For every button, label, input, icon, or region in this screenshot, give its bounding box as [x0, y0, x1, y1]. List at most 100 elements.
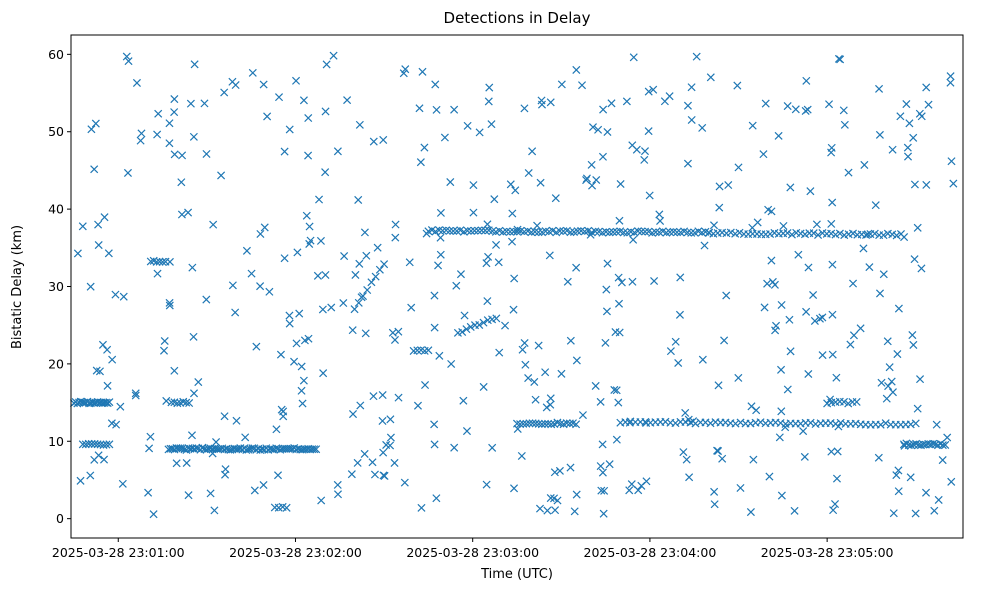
- data-point-811: [339, 298, 348, 308]
- data-point-127: [449, 227, 458, 236]
- data-point-763: [596, 462, 605, 471]
- data-point-778: [921, 488, 931, 497]
- data-point-780: [612, 386, 621, 395]
- data-point-705: [482, 480, 491, 489]
- data-point-570: [194, 378, 203, 387]
- data-point-434: [602, 307, 611, 316]
- data-point-407: [208, 449, 217, 458]
- data-point-878: [637, 481, 646, 490]
- data-point-530: [777, 407, 786, 416]
- data-point-399: [362, 251, 371, 260]
- data-point-172: [609, 228, 618, 237]
- data-point-425: [767, 256, 776, 265]
- data-point-562: [107, 419, 116, 428]
- data-point-868: [90, 165, 99, 174]
- data-point-238: [870, 229, 879, 238]
- data-point-479: [856, 324, 865, 333]
- y-tick-label-6: 60: [48, 47, 64, 62]
- data-point-502: [910, 255, 919, 264]
- data-point-422: [333, 147, 342, 156]
- data-point-790: [827, 447, 836, 456]
- y-tick-label-5: 50: [48, 124, 64, 139]
- data-point-806: [894, 304, 903, 313]
- data-point-630: [501, 321, 510, 330]
- data-point-754: [946, 78, 955, 87]
- data-point-722: [875, 84, 884, 93]
- data-point-815: [625, 486, 634, 495]
- data-point-410: [779, 221, 788, 231]
- data-point-455: [189, 332, 198, 341]
- data-point-673: [469, 208, 478, 217]
- data-point-793: [137, 129, 146, 138]
- data-point-131: [463, 226, 472, 235]
- data-point-781: [640, 155, 649, 164]
- data-point-877: [679, 448, 688, 457]
- data-point-721: [610, 385, 619, 394]
- data-point-888: [483, 297, 492, 306]
- data-point-860: [378, 391, 387, 400]
- data-point-481: [357, 293, 366, 302]
- data-point-487: [840, 120, 849, 129]
- x-axis-ticks: 2025-03-28 23:01:00 2025-03-28 23:02:00 20…: [52, 538, 894, 560]
- data-point-738: [774, 131, 783, 140]
- data-point-749: [698, 123, 707, 132]
- data-point-518: [327, 303, 336, 312]
- data-point-409: [355, 259, 364, 268]
- data-point-313: [806, 418, 815, 427]
- data-point-540: [600, 486, 609, 495]
- data-point-560: [188, 263, 197, 272]
- data-point-807: [906, 473, 915, 482]
- data-point-775: [450, 443, 459, 452]
- data-point-264: [540, 419, 550, 428]
- data-point-535: [882, 394, 891, 403]
- data-point-822: [485, 83, 494, 92]
- data-point-509: [299, 96, 308, 105]
- data-point-622: [123, 168, 132, 177]
- data-point-465: [184, 491, 193, 500]
- data-point-400: [783, 102, 792, 111]
- data-point-334: [911, 419, 920, 428]
- data-point-383: [508, 209, 517, 218]
- data-point-665: [802, 307, 811, 316]
- data-point-798: [946, 72, 955, 81]
- data-point-243: [892, 231, 901, 240]
- data-point-417: [297, 386, 306, 395]
- data-point-537: [615, 216, 624, 225]
- data-point-266: [547, 420, 556, 429]
- data-point-132: [466, 226, 476, 235]
- data-point-835: [909, 340, 918, 349]
- data-point-583: [748, 223, 757, 232]
- data-point-593: [184, 208, 193, 217]
- data-point-443: [599, 105, 608, 114]
- data-point-867: [304, 334, 313, 343]
- data-point-809: [715, 203, 724, 212]
- data-point-480: [591, 381, 600, 390]
- data-point-250: [475, 320, 484, 329]
- data-point-796: [830, 499, 840, 509]
- data-point-894: [259, 480, 268, 490]
- data-point-834: [829, 506, 838, 515]
- data-point-355: [929, 439, 938, 448]
- data-point-681: [922, 180, 931, 189]
- data-point-620: [189, 132, 198, 141]
- data-point-219: [787, 230, 796, 239]
- data-point-382: [894, 487, 903, 496]
- data-point-760: [103, 345, 112, 354]
- chart-title: Detections in Delay: [444, 9, 591, 27]
- data-point-551: [627, 480, 636, 489]
- data-point-602: [598, 440, 607, 449]
- data-point-724: [518, 345, 527, 354]
- data-point-675: [100, 455, 109, 464]
- data-point-298: [731, 419, 740, 428]
- data-point-246: [458, 327, 467, 337]
- data-point-30: [102, 440, 111, 449]
- data-point-31: [105, 440, 114, 449]
- data-point-457: [348, 410, 358, 419]
- data-point-671: [675, 310, 684, 319]
- data-point-175: [619, 228, 628, 237]
- data-point-830: [718, 454, 727, 463]
- data-point-34: [152, 257, 161, 266]
- data-point-819: [340, 252, 349, 261]
- data-point-638: [436, 250, 445, 259]
